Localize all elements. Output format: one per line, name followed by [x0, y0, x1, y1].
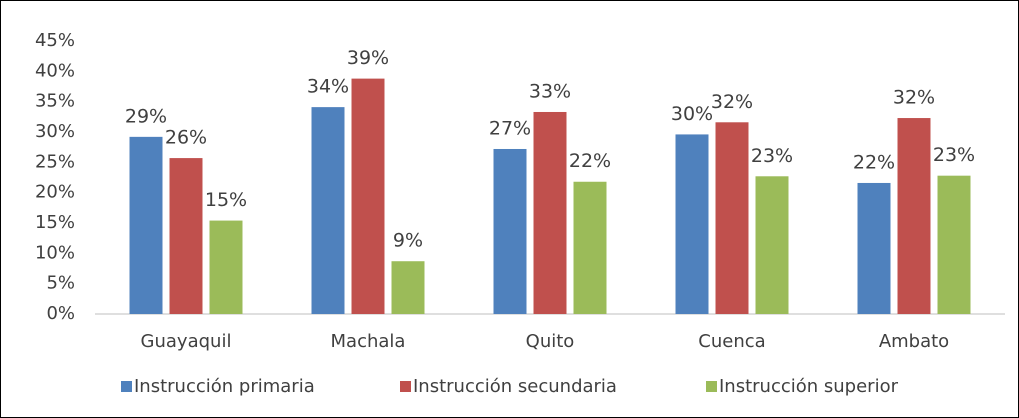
y-tick-label: 20% — [35, 182, 75, 203]
x-tick-label: Ambato — [879, 331, 949, 352]
value-label: 23% — [751, 145, 793, 167]
value-label: 34% — [307, 76, 349, 98]
bar — [715, 122, 749, 314]
y-tick-label: 40% — [35, 60, 75, 81]
value-label: 26% — [165, 127, 207, 149]
y-tick-label: 35% — [35, 91, 75, 112]
bar — [675, 134, 709, 314]
bar — [351, 78, 385, 314]
bar — [169, 158, 203, 314]
x-tick-label: Guayaquil — [141, 331, 232, 352]
y-tick-label: 30% — [35, 121, 75, 142]
y-tick-label: 15% — [35, 212, 75, 233]
y-tick-label: 0% — [46, 303, 75, 324]
bar — [493, 148, 527, 314]
bar — [897, 118, 931, 315]
legend-swatch — [400, 381, 411, 392]
value-label: 39% — [347, 47, 389, 69]
bar — [311, 107, 345, 314]
value-label: 23% — [933, 144, 975, 166]
legend-swatch — [121, 381, 132, 392]
legend-label: Instrucción primaria — [134, 376, 315, 397]
x-tick-label: Machala — [331, 331, 406, 352]
bar — [857, 182, 891, 314]
value-label: 32% — [893, 87, 935, 109]
bar — [937, 175, 971, 314]
bar — [209, 220, 243, 314]
legend-label: Instrucción superior — [719, 376, 899, 397]
y-tick-label: 10% — [35, 242, 75, 263]
bar — [755, 176, 789, 314]
x-tick-label: Cuenca — [698, 331, 765, 352]
bar — [573, 181, 607, 314]
x-tick-label: Quito — [526, 331, 575, 352]
y-tick-label: 5% — [46, 273, 75, 294]
value-label: 22% — [569, 150, 611, 172]
value-label: 15% — [205, 189, 247, 211]
value-label: 29% — [125, 105, 167, 127]
value-label: 30% — [671, 103, 713, 125]
bar — [533, 111, 567, 314]
value-label: 27% — [489, 117, 531, 139]
value-label: 32% — [711, 91, 753, 113]
value-label: 22% — [853, 151, 895, 173]
bar — [129, 136, 163, 314]
legend-label: Instrucción secundaria — [413, 376, 617, 397]
bar — [391, 261, 425, 314]
value-label: 33% — [529, 80, 571, 102]
y-tick-label: 25% — [35, 151, 75, 172]
y-tick-label: 45% — [35, 30, 75, 51]
value-label: 9% — [393, 230, 423, 252]
legend-swatch — [706, 381, 717, 392]
